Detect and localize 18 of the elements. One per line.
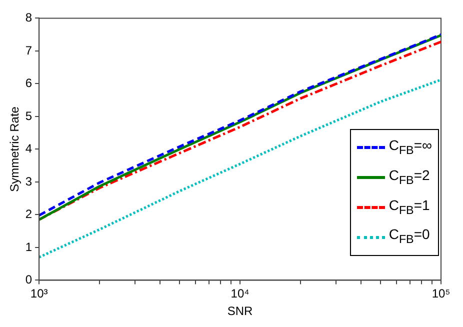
x-tick-label: 10³ xyxy=(30,286,48,301)
y-tick-label: 4 xyxy=(25,142,32,156)
y-tick-label: 6 xyxy=(25,76,32,90)
y-tick-label: 7 xyxy=(25,43,32,58)
y-tick-label: 5 xyxy=(25,108,32,123)
legend-label: C$_{FB}$=0 xyxy=(388,225,430,248)
legend-label: C$_{FB}$=2 xyxy=(388,166,430,189)
legend-label: C$_{FB}$=∞ xyxy=(388,136,432,159)
y-tick-label: 2 xyxy=(25,207,32,222)
y-tick-label: 3 xyxy=(25,174,32,188)
x-tick-label: 10⁵ xyxy=(432,286,450,301)
y-axis-title: Symmetric Rate xyxy=(8,106,22,192)
x-tick-label: 10⁴ xyxy=(230,286,250,301)
y-tick-label: 0 xyxy=(25,272,32,287)
legend-label: C$_{FB}$=1 xyxy=(388,196,430,218)
x-axis-title: SNR xyxy=(227,304,254,318)
y-tick-label: 8 xyxy=(25,10,32,25)
y-tick-label: 1 xyxy=(25,240,32,254)
